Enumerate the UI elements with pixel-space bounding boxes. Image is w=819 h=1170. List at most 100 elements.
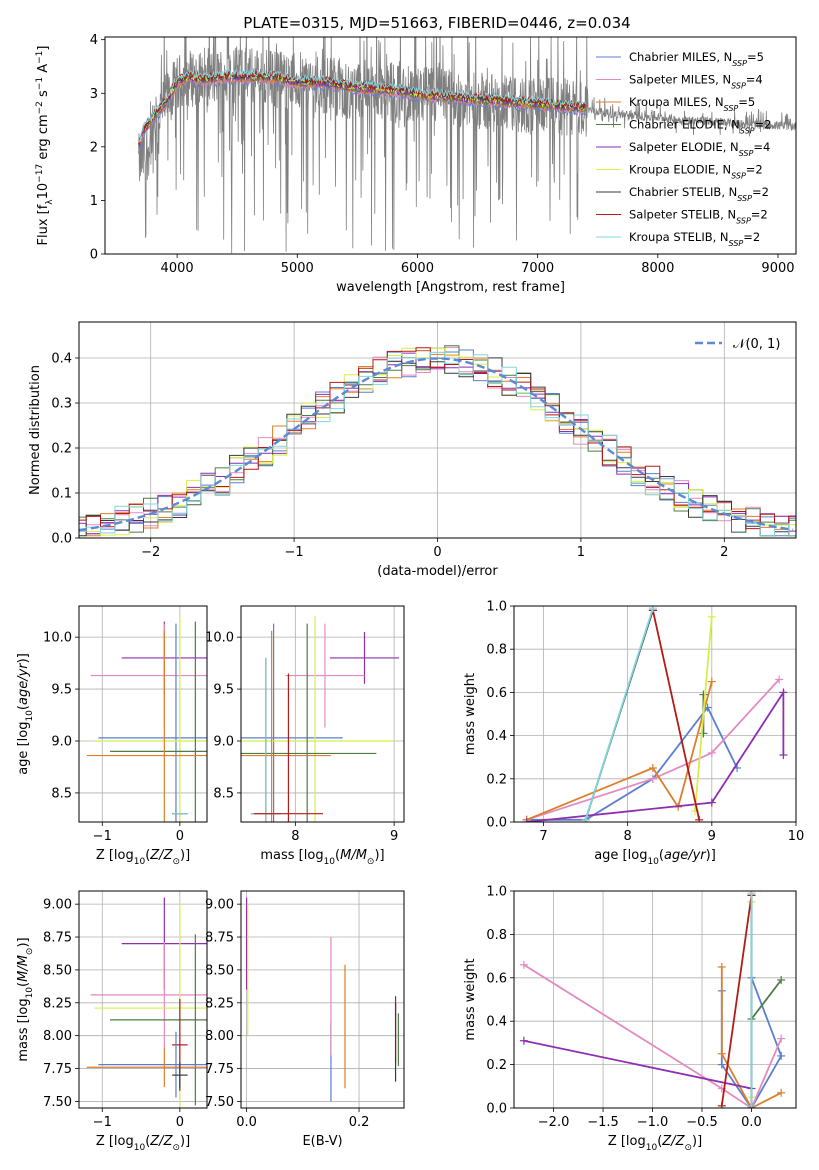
weight-marker (747, 1101, 756, 1108)
weight-line (523, 1039, 753, 1108)
plot-area (246, 897, 399, 1102)
weight-line (526, 681, 713, 821)
y-tick-label: 0.3 (51, 397, 72, 412)
legend-entry: Kroupa ELODIE, NSSP=2 (629, 163, 763, 181)
panel-3: −1 0 8.5 9.0 9.5 10.0 Z [log10(Z/Z⊙)] age [log1… (16, 605, 208, 867)
legend-entry: Salpeter MILES, NSSP=4 (629, 73, 763, 91)
y-tick-label: 10.0 (43, 631, 72, 646)
weight-marker (581, 815, 590, 822)
weight-marker (717, 1101, 726, 1108)
panel-6: −1 0 7.50 7.75 8.00 8.25 8.50 8.75 9.00 Z [log10(… (16, 890, 208, 1153)
plot-area (79, 345, 796, 537)
weight-marker (747, 891, 756, 898)
weight-marker (648, 606, 657, 613)
y-axis-label: mass [log10(M/M⊙)] (16, 937, 35, 1061)
y-tick-label: 1.0 (486, 885, 507, 900)
y-tick-label: 0.0 (51, 532, 72, 547)
histogram-series (79, 357, 796, 537)
weight-marker (717, 1049, 726, 1058)
x-tick-label: −2.0 (538, 1115, 570, 1130)
model-spectrum (138, 73, 587, 147)
x-tick-label: −1.0 (637, 1115, 669, 1130)
plot-area (86, 616, 207, 822)
x-tick-label: 1 (577, 545, 585, 560)
weight-marker (707, 798, 716, 807)
errorbar-point (241, 616, 395, 822)
plot-area (522, 606, 788, 822)
weight-line (526, 678, 780, 821)
y-tick-label: 0.1 (51, 487, 72, 502)
y-tick-label: 9.5 (213, 683, 234, 698)
x-tick-label: −1 (93, 829, 112, 844)
y-tick-label: 7.50 (205, 1095, 234, 1110)
x-tick-label: 0.0 (236, 1115, 257, 1130)
panel-1: 4000 5000 6000 7000 8000 9000 0 1 2 3 4 wavelength … (35, 33, 797, 295)
y-tick-label: 0.0 (486, 1102, 507, 1117)
plot-area (86, 897, 207, 1108)
normal-curve (79, 357, 794, 532)
y-tick-label: 8.5 (51, 786, 72, 801)
errorbar-point (241, 623, 377, 822)
x-tick-label: 8 (624, 829, 632, 844)
y-tick-label: 9.00 (205, 898, 234, 913)
y-tick-label: 0.8 (486, 643, 507, 658)
x-tick-label: 8 (291, 829, 299, 844)
legend-entry: Kroupa STELIB, NSSP=2 (629, 230, 760, 248)
y-tick-label: 0 (90, 248, 98, 263)
y-tick-label: 2 (90, 140, 98, 155)
y-tick-label: 7.75 (205, 1062, 234, 1077)
y-axis-label: mass weight (463, 958, 478, 1040)
y-tick-label: 0.8 (486, 928, 507, 943)
weight-marker (707, 677, 716, 686)
y-tick-label: 7.50 (43, 1095, 72, 1110)
weight-marker (717, 962, 726, 971)
histogram-series (79, 350, 796, 537)
y-tick-label: 8.50 (43, 963, 72, 978)
legend-entry: Chabrier STELIB, NSSP=2 (629, 185, 769, 203)
weight-marker (775, 675, 784, 684)
y-axis-label: Normed distribution (28, 365, 43, 495)
errorbar-point (110, 621, 207, 822)
panel-7: 0.0 0.2 7.50 7.75 8.00 8.25 8.50 8.75 9.00 E(B-V) (205, 890, 405, 1149)
x-tick-label: 9000 (761, 261, 794, 276)
panel-4: 8 9 8.5 9.0 9.5 10.0 mass [log10(M/M⊙)] (205, 605, 405, 867)
weight-marker (707, 748, 716, 757)
weight-line (523, 964, 783, 1108)
y-tick-label: 8.75 (205, 931, 234, 946)
weight-marker (777, 1034, 786, 1043)
x-tick-label: 0.2 (349, 1115, 370, 1130)
axes-frame (240, 890, 405, 1109)
y-tick-label: 8.00 (205, 1029, 234, 1044)
y-tick-label: 0.2 (51, 442, 72, 457)
weight-line (584, 607, 654, 821)
weight-marker (779, 751, 788, 760)
x-tick-label: 0.0 (741, 1115, 762, 1130)
errorbar-point (90, 942, 207, 1048)
y-tick-label: 9.5 (51, 683, 72, 698)
errorbar-point (172, 1061, 188, 1089)
x-tick-label: −1.5 (587, 1115, 619, 1130)
y-tick-label: 8.00 (43, 1029, 72, 1044)
y-tick-label: 7.75 (43, 1062, 72, 1077)
errorbar-point (241, 630, 331, 822)
x-tick-label: 9 (708, 829, 716, 844)
x-tick-label: −0.5 (686, 1115, 718, 1130)
axes-frame (513, 890, 797, 1109)
weight-marker (648, 774, 657, 783)
x-tick-label: 7 (539, 829, 547, 844)
axes-frame (78, 321, 797, 539)
x-axis-label: Z [log10(Z/Z⊙)] (96, 1134, 190, 1153)
legend-entry: 𝒩(0, 1) (733, 337, 780, 352)
x-tick-label: 0 (176, 1115, 184, 1130)
histogram-series (79, 351, 796, 537)
axes-frame (78, 605, 208, 823)
y-tick-label: 8.25 (43, 996, 72, 1011)
weight-line (652, 610, 701, 820)
x-tick-label: 0 (176, 829, 184, 844)
errorbar-point (285, 623, 365, 728)
y-tick-label: 0.6 (486, 686, 507, 701)
legend-entry: Chabrier ELODIE, NSSP=2 (629, 118, 771, 136)
x-axis-label: Z [log10(Z/Z⊙)] (96, 848, 190, 867)
